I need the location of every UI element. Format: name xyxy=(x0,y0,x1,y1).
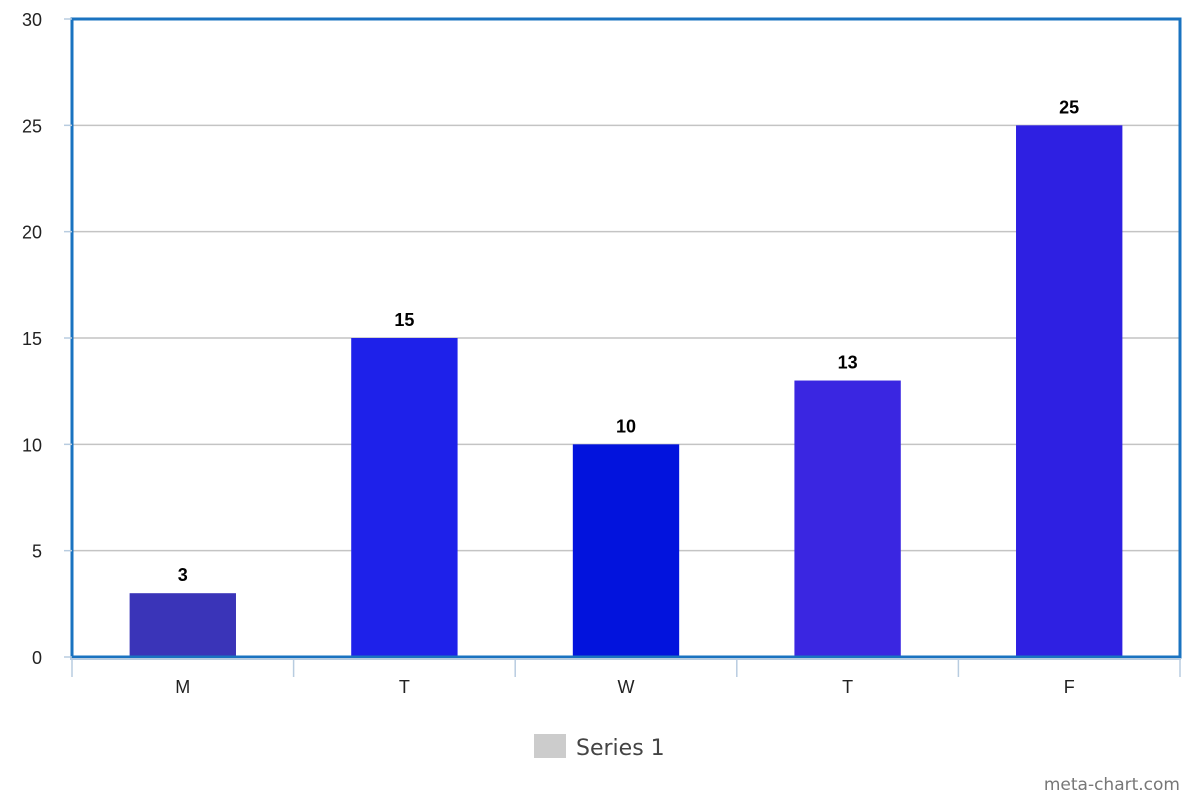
bar-2[interactable] xyxy=(572,444,680,657)
x-tick-label: M xyxy=(175,677,190,697)
axes: 0 5 10 15 20 25 30 M T W T F xyxy=(22,10,1181,697)
y-tick-label: 10 xyxy=(22,435,42,455)
bar-value-label: 13 xyxy=(838,353,858,373)
y-tick-label: 25 xyxy=(22,116,42,136)
y-tick-label: 20 xyxy=(22,223,42,243)
bar-value-label: 15 xyxy=(394,310,414,330)
bar-1[interactable] xyxy=(351,338,458,657)
gridlines xyxy=(72,124,1180,552)
x-tick-label: T xyxy=(399,677,410,697)
y-tick-label: 15 xyxy=(22,329,42,349)
y-tick-label: 30 xyxy=(22,10,42,30)
x-tick-label: T xyxy=(842,677,853,697)
x-tick-label: F xyxy=(1064,677,1075,697)
y-tick-label: 5 xyxy=(32,542,42,562)
legend-label-series-1: Series 1 xyxy=(576,736,665,761)
bar-0[interactable] xyxy=(129,593,236,657)
x-tick-label: W xyxy=(618,677,635,697)
y-tick-label: 0 xyxy=(32,648,42,668)
bar-value-label: 25 xyxy=(1059,97,1079,117)
bar-4[interactable] xyxy=(1016,125,1123,658)
bar-value-label: 3 xyxy=(178,565,188,585)
bars: 3 15 10 13 25 xyxy=(129,97,1123,658)
bar-value-label: 10 xyxy=(616,416,636,436)
legend-swatch xyxy=(534,734,566,758)
credit-text[interactable]: meta-chart.com xyxy=(1044,775,1180,795)
bar-3[interactable] xyxy=(794,380,901,657)
legend[interactable]: Series 1 xyxy=(534,734,665,761)
